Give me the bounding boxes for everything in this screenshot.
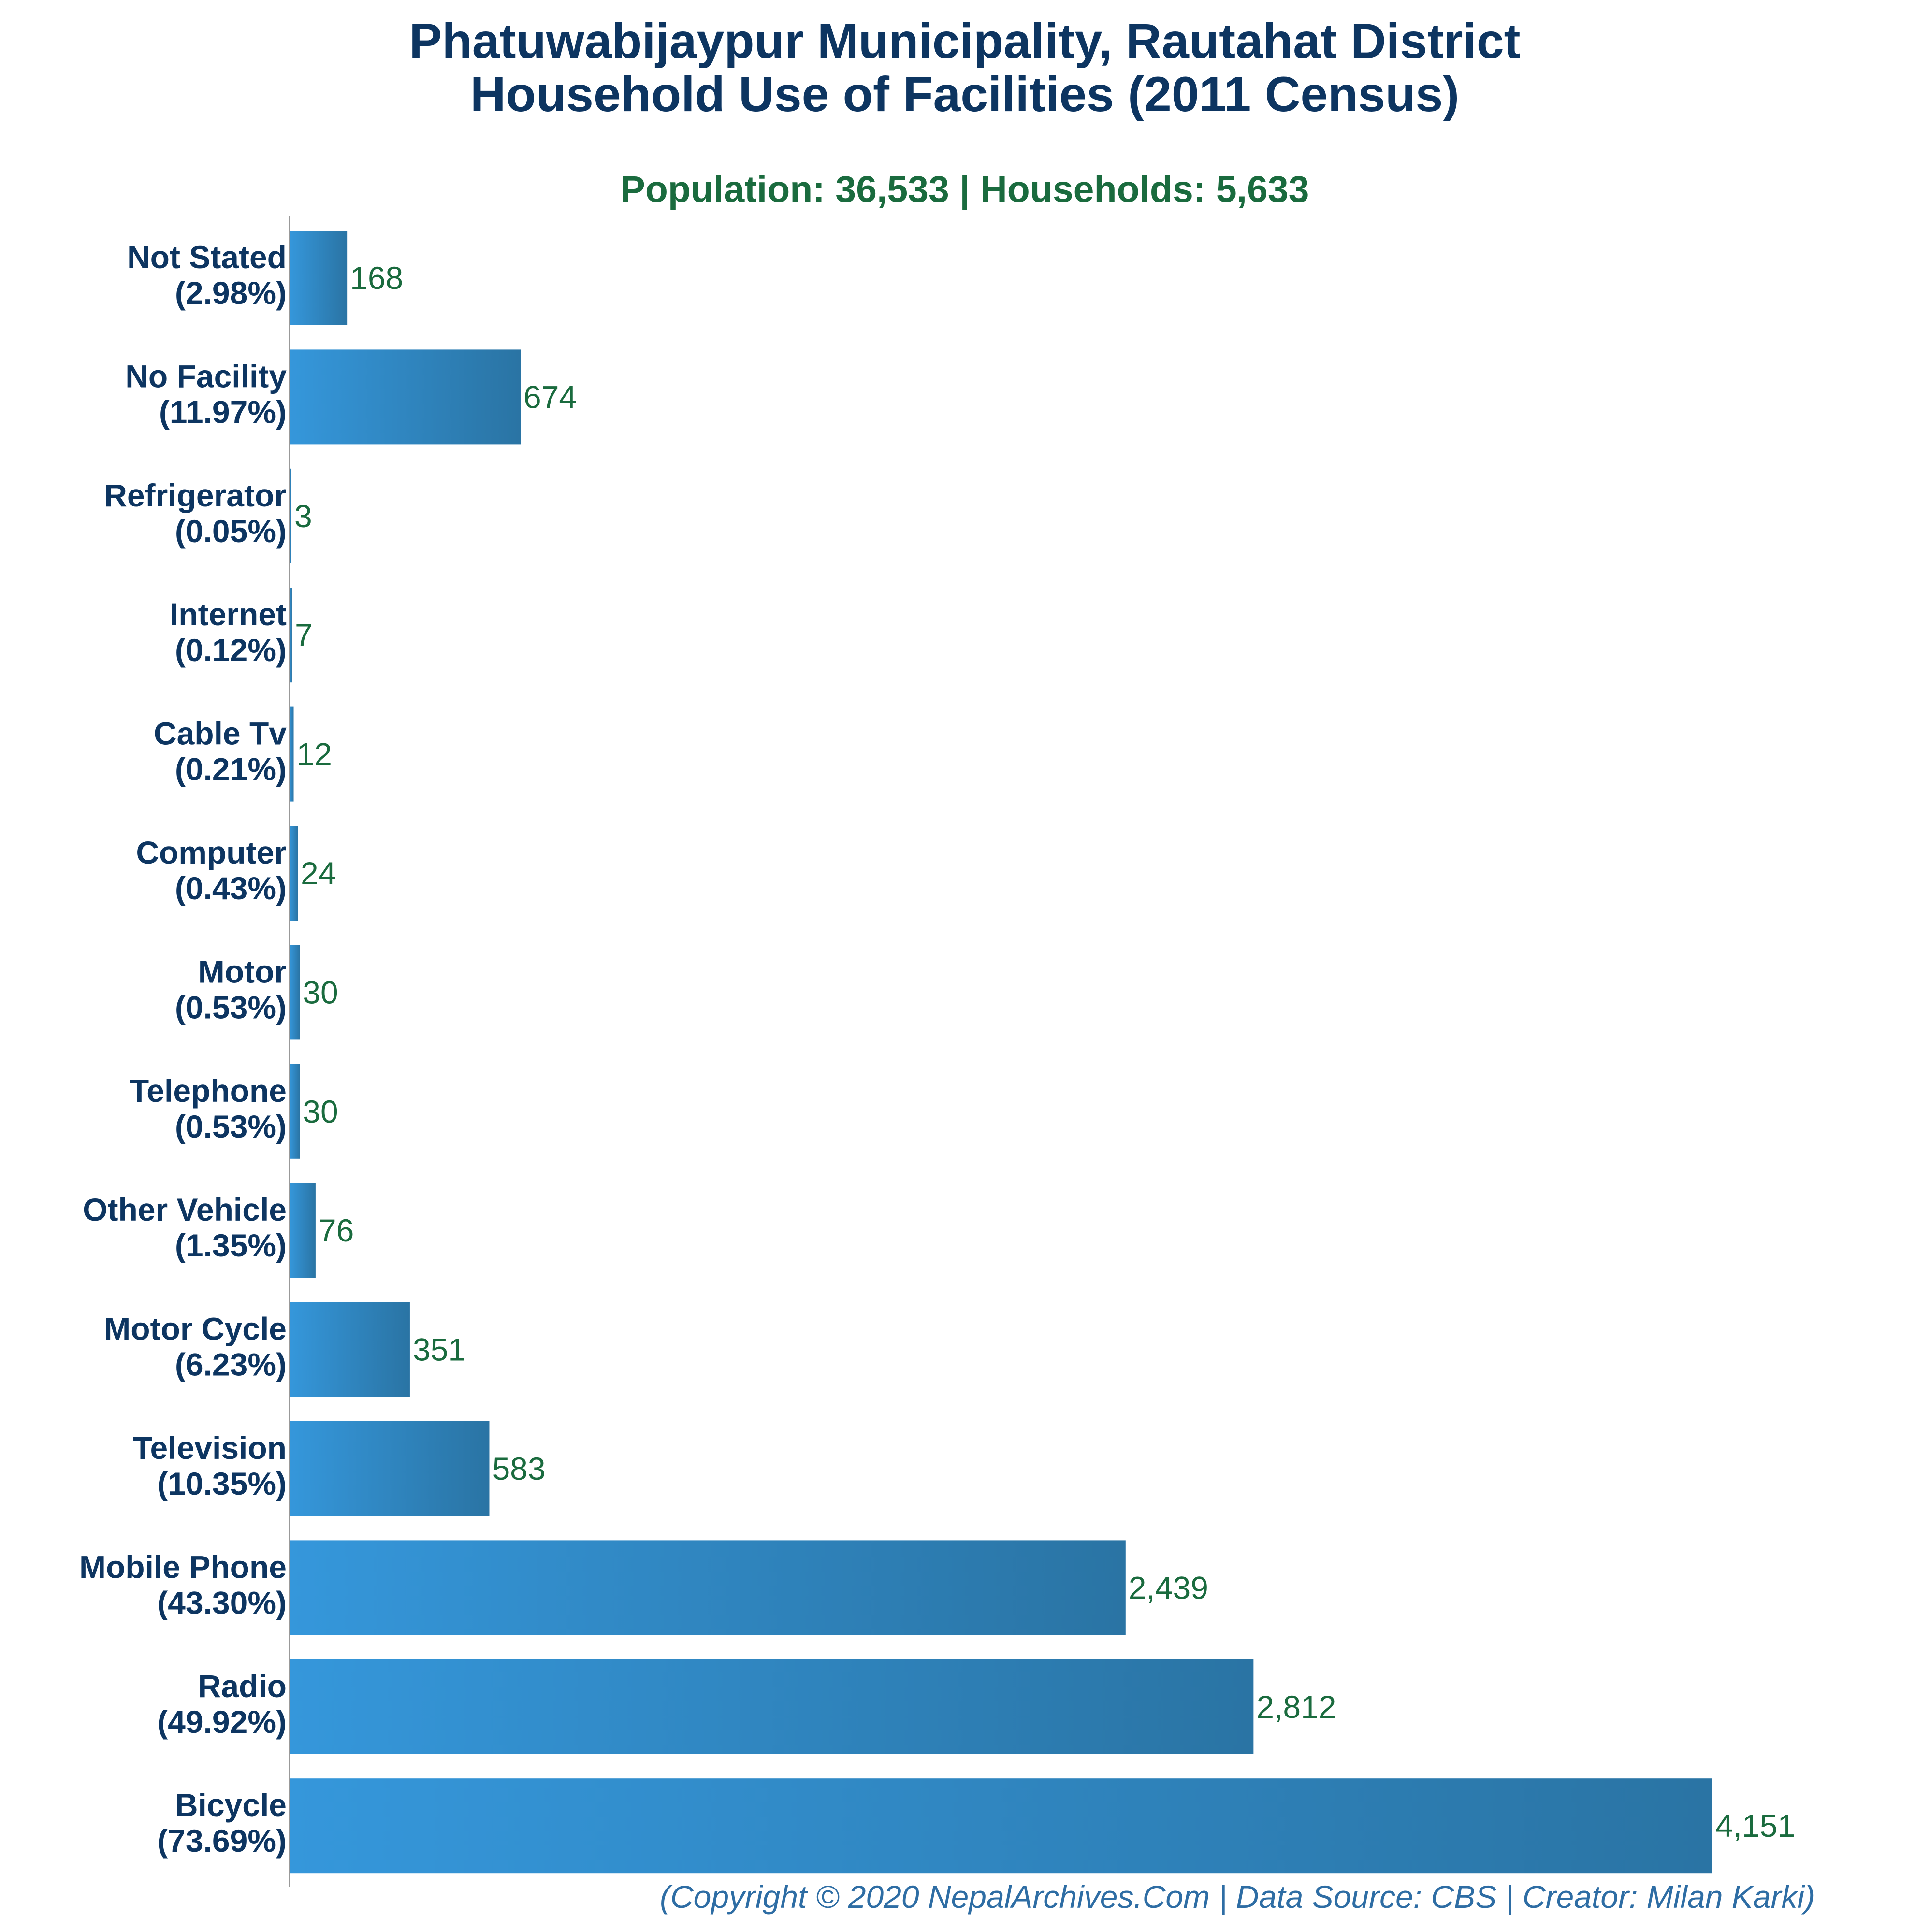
value-label-no-facility: 674 [523,379,577,415]
percent-label-radio: (49.92%) [157,1704,287,1740]
category-label-computer: Computer [136,835,287,870]
percent-label-mobile-phone: (43.30%) [157,1585,287,1620]
category-label-motor-cycle: Motor Cycle [104,1311,287,1347]
category-label-telephone: Telephone [130,1073,287,1109]
bar-refrigerator [290,468,291,563]
value-label-cable-tv: 12 [297,736,332,772]
percent-label-bicycle: (73.69%) [157,1823,287,1859]
value-label-other-vehicle: 76 [319,1212,354,1248]
category-label-motor: Motor [198,953,287,989]
value-label-motor: 30 [303,974,338,1010]
percent-label-computer: (0.43%) [175,870,287,906]
category-label-bicycle: Bicycle [175,1787,287,1823]
bar-mobile-phone [290,1540,1126,1635]
value-label-motor-cycle: 351 [413,1332,466,1368]
bar-motor-cycle [290,1302,410,1397]
percent-label-not-stated: (2.98%) [175,275,287,311]
category-label-no-facility: No Facility [125,358,287,394]
chart-title-line2: Household Use of Facilities (2011 Census… [470,67,1459,122]
percent-label-no-facility: (11.97%) [159,394,287,430]
percent-label-other-vehicle: (1.35%) [175,1227,287,1263]
category-label-internet: Internet [170,596,287,632]
bar-computer [290,826,298,921]
bar-telephone [290,1064,300,1159]
value-label-mobile-phone: 2,439 [1129,1570,1208,1605]
percent-label-telephone: (0.53%) [175,1109,287,1144]
bar-radio [290,1659,1254,1754]
category-label-mobile-phone: Mobile Phone [79,1549,287,1585]
bar-internet [290,588,292,683]
category-label-television: Television [133,1430,287,1466]
value-label-computer: 24 [301,855,336,891]
bar-television [290,1421,490,1516]
value-label-internet: 7 [295,617,313,653]
value-label-bicycle: 4,151 [1715,1808,1795,1844]
value-label-telephone: 30 [303,1094,338,1129]
bar-motor [290,945,300,1040]
bars-group: 168 Not Stated(2.98%) 674 No Facility(11.97… [79,231,1795,1874]
category-label-cable-tv: Cable Tv [154,716,287,751]
percent-label-internet: (0.12%) [175,632,287,668]
chart-title-line1: Phatuwabijaypur Municipality, Rautahat D… [409,14,1520,69]
category-label-refrigerator: Refrigerator [104,477,287,513]
percent-label-television: (10.35%) [157,1466,287,1501]
chart-footer: (Copyright © 2020 NepalArchives.Com | Da… [660,1879,1815,1916]
percent-label-motor: (0.53%) [175,989,287,1025]
value-label-refrigerator: 3 [294,498,312,534]
chart-subtitle: Population: 36,533 | Households: 5,633 [620,169,1309,210]
category-label-not-stated: Not Stated [127,239,287,275]
category-label-other-vehicle: Other Vehicle [83,1192,287,1227]
value-label-television: 583 [492,1451,545,1486]
percent-label-cable-tv: (0.21%) [175,751,287,787]
bar-no-facility [290,349,521,445]
value-label-not-stated: 168 [350,260,403,296]
percent-label-motor-cycle: (6.23%) [175,1347,287,1383]
category-label-radio: Radio [198,1668,287,1704]
bar-not-stated [290,231,348,325]
percent-label-refrigerator: (0.05%) [175,513,287,549]
bar-cable-tv [290,706,294,802]
bar-other-vehicle [290,1183,316,1278]
value-label-radio: 2,812 [1256,1689,1336,1725]
bar-bicycle [290,1778,1712,1874]
